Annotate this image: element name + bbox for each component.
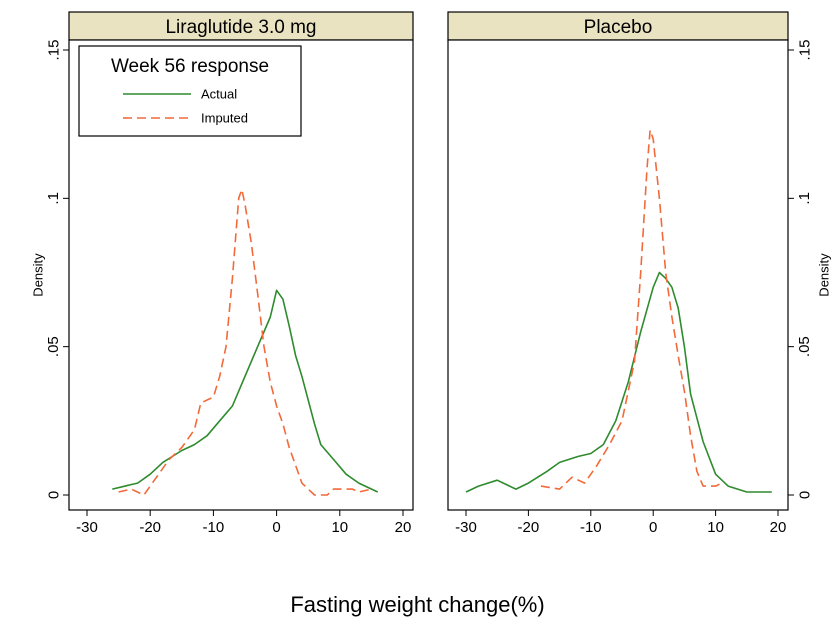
panel-title-1: Liraglutide 3.0 mg bbox=[165, 17, 316, 38]
legend-box bbox=[78, 45, 302, 137]
y-axis-label: Density bbox=[817, 253, 832, 297]
y-tick-label: 0 bbox=[45, 491, 62, 499]
x-tick-label: -10 bbox=[580, 519, 602, 536]
legend-label-actual: Actual bbox=[201, 87, 237, 102]
panel-title-2: Placebo bbox=[584, 17, 653, 38]
x-tick-label: 20 bbox=[770, 519, 787, 536]
x-tick-label: -10 bbox=[203, 519, 225, 536]
y-axis-label: Density bbox=[31, 253, 46, 297]
x-tick-label: -30 bbox=[76, 519, 98, 536]
x-tick-label: -30 bbox=[455, 519, 477, 536]
series-line-imputed-1 bbox=[118, 188, 372, 496]
x-tick-label: 10 bbox=[707, 519, 724, 536]
legend-label-imputed: Imputed bbox=[201, 111, 248, 126]
x-axis-label: Fasting weight change(%) bbox=[290, 592, 545, 617]
x-tick-label: 0 bbox=[649, 519, 657, 536]
panel-header-1 bbox=[68, 11, 414, 41]
x-tick-label: 0 bbox=[272, 519, 280, 536]
series-line-actual-2 bbox=[465, 271, 772, 493]
panel-frame-2 bbox=[447, 39, 789, 511]
series-line-imputed-2 bbox=[540, 129, 723, 490]
x-tick-label: -20 bbox=[518, 519, 540, 536]
y-tick-label: .05 bbox=[45, 336, 62, 357]
y-tick-label: .15 bbox=[796, 40, 813, 61]
x-tick-label: 20 bbox=[395, 519, 412, 536]
y-tick-label: .05 bbox=[796, 336, 813, 357]
y-tick-label: .1 bbox=[796, 192, 813, 205]
y-tick-label: 0 bbox=[796, 491, 813, 499]
y-tick-label: .15 bbox=[45, 40, 62, 61]
x-tick-label: 10 bbox=[331, 519, 348, 536]
x-tick-label: -20 bbox=[139, 519, 161, 536]
legend-title: Week 56 response bbox=[111, 56, 269, 77]
y-tick-label: .1 bbox=[45, 192, 62, 205]
series-line-actual-1 bbox=[112, 289, 379, 493]
